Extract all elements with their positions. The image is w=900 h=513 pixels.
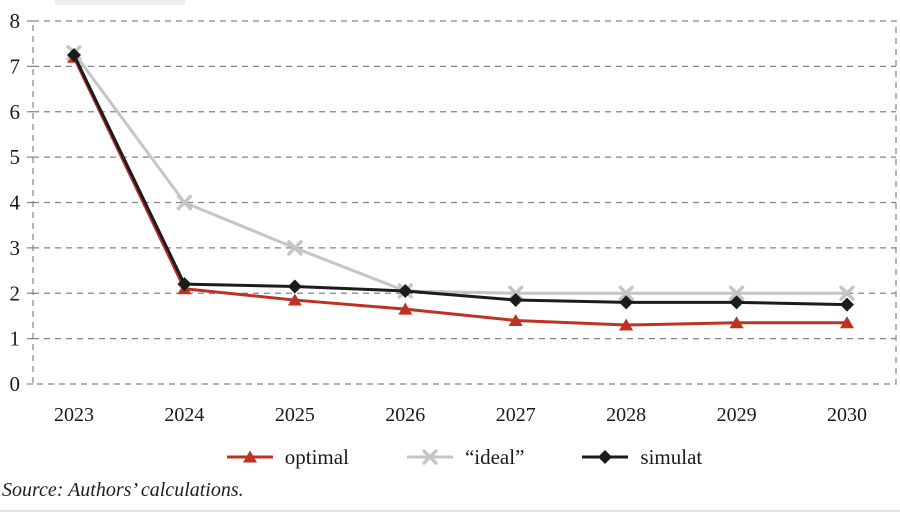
- legend: optimal “ideal” simulat: [33, 440, 896, 474]
- diamond-marker: [177, 277, 192, 292]
- x-axis-label: 2030: [827, 404, 867, 426]
- x-axis-label: 2026: [385, 404, 425, 426]
- y-axis-label: 4: [10, 191, 21, 215]
- legend-label: “ideal”: [464, 444, 525, 469]
- x-axis-label: 2028: [606, 404, 646, 426]
- cropped-text-remnant: [55, 0, 185, 5]
- triangle-marker: [729, 316, 744, 329]
- x-axis-label: 2027: [496, 404, 536, 426]
- plot-border: [32, 20, 897, 385]
- series-line-x: [72, 51, 847, 295]
- cropped-line-remnant: [0, 510, 900, 512]
- diamond-marker: [398, 283, 413, 298]
- legend-label: optimal: [284, 444, 349, 469]
- diamond-marker: [67, 48, 81, 63]
- diamond-marker: [619, 295, 634, 310]
- diamond-marker: [729, 295, 744, 310]
- legend-sample-x: [406, 449, 453, 465]
- y-axis-label: 1: [10, 327, 21, 351]
- legend-sample-diamond: [582, 450, 629, 464]
- diamond-marker: [508, 293, 523, 308]
- series-line-triangle: [72, 56, 847, 327]
- legend-item: optimal: [226, 444, 349, 469]
- diamond-marker: [598, 450, 613, 464]
- triangle-marker: [619, 318, 634, 331]
- triangle-marker: [242, 450, 257, 463]
- triangle-marker: [287, 293, 302, 306]
- legend-sample-triangle: [226, 450, 273, 463]
- series-line-diamond: [72, 54, 848, 307]
- y-axis-label: 8: [10, 9, 21, 33]
- y-axis-label: 6: [10, 100, 21, 124]
- x-marker: [839, 285, 855, 301]
- x-marker: [422, 449, 438, 465]
- x-axis-label: 2025: [275, 404, 315, 426]
- x-marker: [618, 285, 634, 301]
- diamond-marker: [287, 279, 302, 294]
- x-marker: [176, 194, 193, 211]
- triangle-marker: [398, 302, 413, 315]
- y-axis-label: 3: [10, 236, 21, 260]
- triangle-marker: [508, 313, 523, 326]
- x-axis-label: 2024: [164, 404, 204, 426]
- x-axis-label: 2023: [54, 404, 94, 426]
- chart-svg: 0 1 2 3 4 5 6 7 8 2023 2024 2025 2026 2027 2028 2029 203…: [10, 9, 897, 426]
- x-axis-label: 2029: [717, 404, 757, 426]
- source-note: Source: Authors’ calculations.: [2, 479, 244, 501]
- x-marker: [728, 285, 745, 301]
- y-axis-label: 0: [10, 372, 21, 396]
- diamond-marker: [840, 297, 854, 312]
- legend-item: simulat: [582, 444, 703, 469]
- triangle-marker: [840, 316, 854, 329]
- y-axis-label: 5: [10, 145, 21, 169]
- y-axis-label: 7: [10, 54, 21, 78]
- legend-item: “ideal”: [406, 444, 525, 469]
- x-marker: [287, 240, 303, 256]
- legend-label: simulat: [640, 444, 703, 469]
- y-axis-label: 2: [10, 281, 21, 305]
